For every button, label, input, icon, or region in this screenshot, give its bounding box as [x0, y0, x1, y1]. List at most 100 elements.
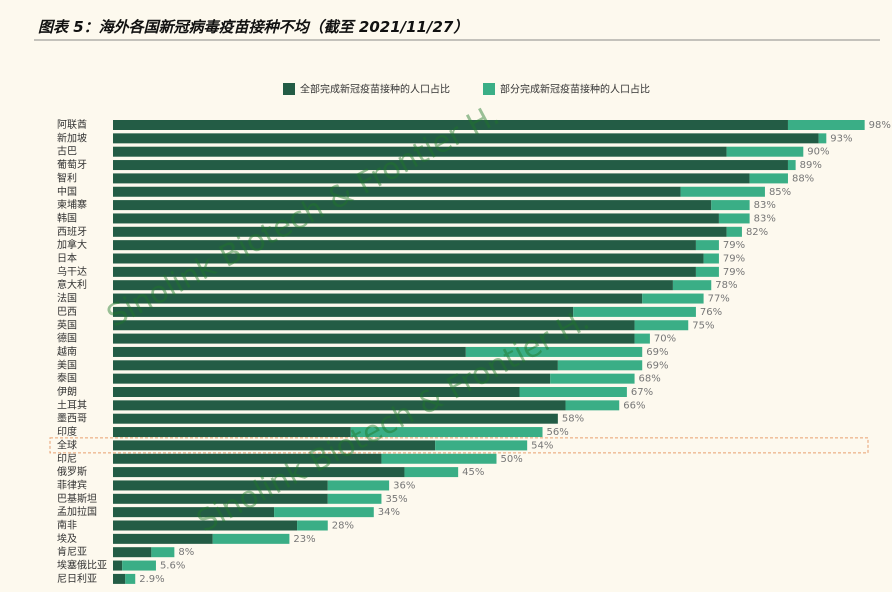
bar-segment: [672, 280, 712, 291]
bar-segment: [327, 493, 382, 504]
bar-segment: [122, 560, 156, 571]
total-label: 82%: [746, 227, 768, 238]
bar-segment: [557, 360, 643, 371]
category-label: 英国: [57, 318, 77, 331]
bar-segment: [718, 213, 750, 224]
bar-segment: [151, 547, 175, 558]
category-label: 古巴: [57, 145, 77, 158]
category-label: 菲律宾: [57, 478, 87, 491]
legend-swatch: [483, 83, 495, 95]
bar-segment: [113, 507, 275, 518]
total-label: 85%: [769, 187, 791, 198]
total-label: 58%: [562, 414, 584, 425]
total-label: 68%: [639, 374, 661, 385]
bar-segment: [550, 373, 635, 384]
bar-segment: [113, 360, 558, 371]
total-label: 36%: [393, 480, 415, 491]
category-label: 德国: [57, 332, 77, 345]
bar-segment: [113, 133, 819, 144]
bar-segment: [113, 213, 719, 224]
category-label: 乌干达: [57, 265, 87, 278]
category-label: 韩国: [57, 211, 77, 224]
bar-segment: [113, 400, 566, 411]
total-label: 89%: [800, 160, 822, 171]
bar-segment: [695, 240, 719, 251]
bar-segment: [113, 186, 681, 197]
category-label: 巴西: [57, 306, 77, 318]
bar-segment: [350, 427, 543, 438]
total-label: 28%: [332, 521, 354, 532]
bar-segment: [212, 533, 290, 544]
total-label: 8%: [178, 547, 194, 558]
total-label: 88%: [792, 173, 814, 184]
bar-segment: [113, 547, 152, 558]
category-label: 法国: [57, 292, 77, 305]
bar-segment: [695, 266, 719, 277]
bar-segment: [435, 440, 528, 451]
category-label: 埃塞俄比亚: [57, 559, 107, 572]
total-label: 77%: [708, 294, 730, 305]
category-label: 埃及: [57, 532, 77, 545]
bar-segment: [113, 533, 213, 544]
bar-segment: [726, 146, 804, 157]
category-label: 墨西哥: [57, 413, 87, 425]
category-label: 美国: [57, 358, 77, 371]
bar-segment: [113, 346, 466, 357]
bar-segment: [113, 520, 298, 531]
bar-segment: [113, 200, 712, 211]
total-label: 45%: [462, 467, 484, 478]
bar-segment: [749, 173, 788, 184]
total-label: 69%: [646, 360, 668, 371]
bar-segment: [113, 173, 750, 184]
bar-segment: [113, 573, 126, 584]
bar-segment: [113, 467, 405, 478]
total-label: 56%: [547, 427, 569, 438]
total-label: 2.9%: [139, 574, 164, 585]
category-label: 肯尼亚: [57, 545, 87, 558]
total-label: 69%: [646, 347, 668, 358]
category-label: 伊朗: [57, 386, 77, 398]
total-label: 5.6%: [160, 561, 185, 572]
bar-segment: [113, 266, 696, 277]
bar-segment: [113, 120, 788, 130]
chart-title: 图表 5：海外各国新冠病毒疫苗接种不均（截至 2021/11/27）: [38, 18, 468, 36]
bar-segment: [519, 387, 627, 397]
bar-segment: [113, 413, 558, 424]
bar-segment: [113, 480, 328, 491]
category-label: 意大利: [57, 278, 87, 291]
bar-segment: [703, 253, 719, 264]
category-label: 智利: [57, 171, 77, 184]
bar-segment: [113, 493, 328, 504]
bar-segment: [113, 306, 574, 317]
total-label: 98%: [869, 120, 891, 131]
bar-segment: [113, 160, 788, 171]
category-label: 越南: [57, 345, 77, 358]
bar-segment: [573, 306, 696, 317]
legend-swatch: [283, 83, 295, 95]
category-label: 全球: [57, 438, 77, 451]
bar-segment: [113, 560, 123, 571]
total-label: 83%: [754, 213, 776, 224]
category-label: 柬埔寨: [57, 198, 87, 211]
bar-segment: [113, 373, 551, 384]
total-label: 83%: [754, 200, 776, 211]
bar-segment: [634, 320, 689, 331]
bar-segment: [680, 186, 765, 197]
total-label: 79%: [723, 267, 745, 278]
total-label: 76%: [700, 307, 722, 318]
category-label: 中国: [57, 185, 77, 198]
category-label: 土耳其: [57, 398, 87, 411]
bar-segment: [113, 440, 436, 451]
total-label: 50%: [501, 454, 523, 465]
category-label: 泰国: [57, 372, 77, 385]
bar-segment: [381, 453, 497, 464]
bar-segment: [113, 253, 704, 264]
highlight-box: [49, 437, 869, 454]
bar-segment: [711, 200, 750, 211]
category-label: 南非: [57, 519, 77, 532]
bar-segment: [113, 280, 673, 291]
bar-segment: [465, 346, 643, 357]
category-label: 葡萄牙: [57, 158, 87, 171]
bar-segment: [642, 293, 704, 304]
